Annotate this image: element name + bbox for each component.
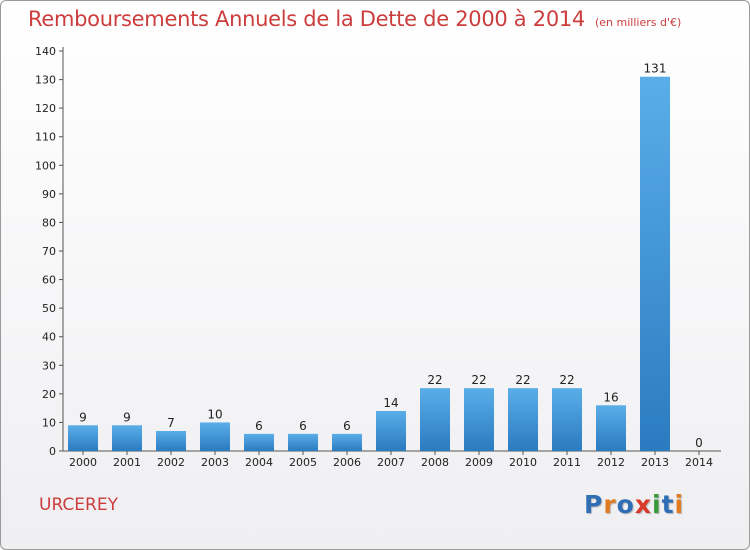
- x-tick-label: 2006: [333, 456, 361, 469]
- x-tick-label: 2008: [421, 456, 449, 469]
- logo-letter: t: [661, 490, 675, 519]
- bar: [596, 405, 626, 451]
- y-tick-label: 30: [42, 359, 56, 372]
- value-label: 6: [255, 419, 263, 433]
- logo-letter: o: [616, 490, 635, 519]
- logo-letter: r: [603, 490, 617, 519]
- unit-note: (en milliers d'€): [595, 16, 682, 29]
- x-tick-label: 2004: [245, 456, 273, 469]
- bar: [376, 411, 406, 451]
- x-tick-label: 2001: [113, 456, 141, 469]
- bar: [200, 422, 230, 451]
- x-tick-label: 2003: [201, 456, 229, 469]
- value-label: 14: [383, 396, 398, 410]
- bar: [464, 388, 494, 451]
- value-label: 9: [123, 410, 131, 424]
- y-tick-label: 60: [42, 274, 56, 287]
- value-label: 6: [343, 419, 351, 433]
- x-tick-label: 2010: [509, 456, 537, 469]
- value-label: 10: [207, 407, 222, 421]
- value-label: 22: [515, 373, 530, 387]
- bar: [156, 431, 186, 451]
- value-label: 6: [299, 419, 307, 433]
- value-label: 9: [79, 410, 87, 424]
- value-label: 22: [427, 373, 442, 387]
- y-tick-label: 110: [35, 131, 56, 144]
- bar: [288, 433, 318, 451]
- bar: [112, 425, 142, 451]
- value-label: 0: [695, 436, 703, 450]
- x-tick-label: 2005: [289, 456, 317, 469]
- bar: [640, 76, 670, 451]
- chart-labels: 9 9 7 10 6 6 6 14 22 22 22 22 16 131 0: [79, 62, 703, 450]
- chart-bars: [68, 76, 670, 451]
- y-tick-label: 140: [35, 45, 56, 58]
- x-tick-label: 2002: [157, 456, 185, 469]
- x-tick-label: 2009: [465, 456, 493, 469]
- y-tick-label: 90: [42, 188, 56, 201]
- x-tick-label: 2013: [641, 456, 669, 469]
- x-tick-label: 2000: [69, 456, 97, 469]
- y-tick-label: 0: [49, 445, 56, 458]
- logo-letter: x: [634, 490, 652, 519]
- chart-title: Remboursements Annuels de la Dette de 20…: [28, 7, 681, 31]
- value-label: 22: [559, 373, 574, 387]
- y-tick-label: 50: [42, 302, 56, 315]
- x-tick-label: 2012: [597, 456, 625, 469]
- y-tick-label: 10: [42, 416, 56, 429]
- value-label: 7: [167, 416, 175, 430]
- x-tick-label: 2011: [553, 456, 581, 469]
- logo-letter: i: [652, 490, 662, 519]
- value-label: 131: [644, 62, 667, 76]
- bar: [420, 388, 450, 451]
- bar: [68, 425, 98, 451]
- y-tick-label: 70: [42, 245, 56, 258]
- y-tick-label: 80: [42, 216, 56, 229]
- town-name: URCEREY: [39, 495, 118, 515]
- chart-title-text: Remboursements Annuels de la Dette de 20…: [28, 7, 585, 31]
- bar: [244, 433, 274, 451]
- y-tick-label: 20: [42, 388, 56, 401]
- y-tick-label: 100: [35, 159, 56, 172]
- x-tick-label: 2014: [685, 456, 713, 469]
- proxiti-logo: Proxiti: [584, 490, 684, 519]
- y-tick-label: 130: [35, 74, 56, 87]
- y-tick-label: 40: [42, 331, 56, 344]
- logo-letter: i: [674, 490, 685, 519]
- value-label: 16: [603, 390, 618, 404]
- bar: [332, 433, 362, 451]
- bar: [508, 388, 538, 451]
- value-label: 22: [471, 373, 486, 387]
- logo-letter: P: [584, 490, 604, 519]
- bar: [552, 388, 582, 451]
- x-tick-label: 2007: [377, 456, 405, 469]
- y-tick-label: 120: [35, 102, 56, 115]
